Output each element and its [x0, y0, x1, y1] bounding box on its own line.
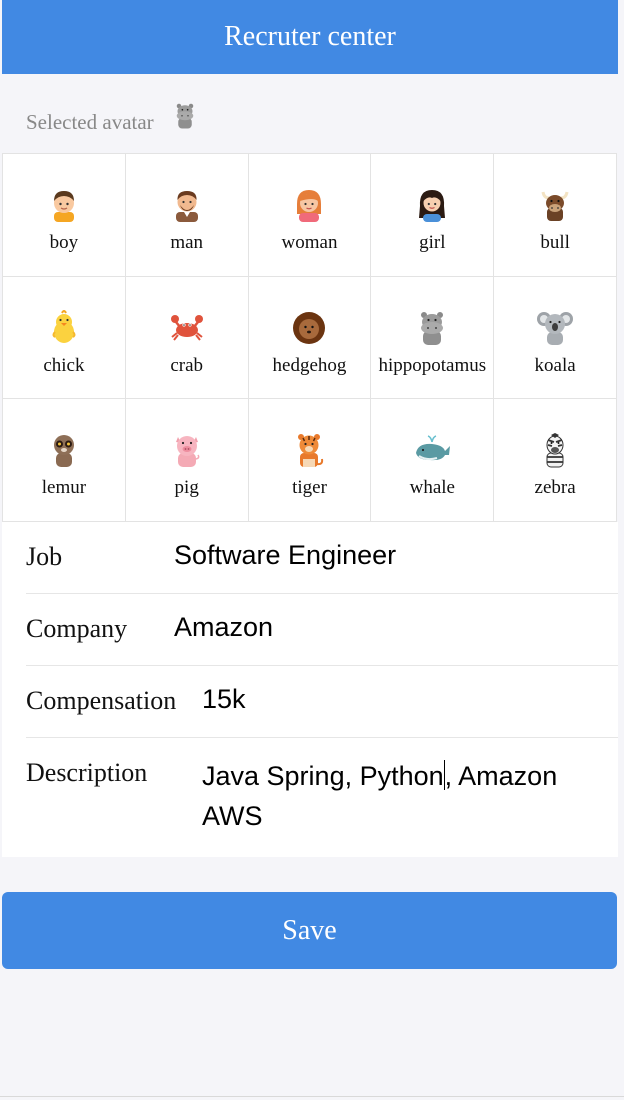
- compensation-input[interactable]: 15k: [202, 684, 246, 714]
- avatar-option-hippopotamus[interactable]: hippopotamus: [371, 276, 495, 400]
- avatar-option-whale[interactable]: whale: [371, 399, 495, 522]
- avatar-label: bull: [540, 232, 570, 253]
- woman-icon: [289, 184, 329, 224]
- avatar-option-zebra[interactable]: zebra: [494, 399, 617, 522]
- avatar-option-bull[interactable]: bull: [494, 154, 617, 277]
- koala-icon: [535, 307, 575, 347]
- compensation-row: Compensation 15k: [26, 666, 618, 738]
- job-input[interactable]: Software Engineer: [174, 540, 397, 570]
- boy-icon: [44, 184, 84, 224]
- save-button[interactable]: Save: [2, 892, 617, 969]
- selected-avatar-label: Selected avatar: [26, 110, 154, 134]
- avatar-label: whale: [409, 477, 455, 499]
- avatar-option-man[interactable]: man: [125, 154, 249, 277]
- avatar-option-lemur[interactable]: lemur: [3, 399, 126, 522]
- job-row: Job Software Engineer: [26, 522, 618, 594]
- description-text-after-caret: , Amazon AWS: [202, 761, 558, 831]
- man-icon: [167, 184, 207, 224]
- selected-avatar-row: Selected avatar: [2, 74, 618, 154]
- description-row: Description Java Spring, Python, Amazon …: [26, 738, 618, 858]
- description-textarea[interactable]: Java Spring, Python, Amazon AWS: [202, 756, 602, 836]
- avatar-option-crab[interactable]: crab: [125, 276, 249, 400]
- description-text-before-caret: Java Spring, Python: [202, 761, 444, 791]
- hippopotamus-icon: [412, 307, 452, 347]
- job-label: Job: [26, 542, 63, 571]
- avatar-label: tiger: [292, 477, 327, 499]
- company-label: Company: [26, 614, 128, 643]
- avatar-label: crab: [170, 354, 204, 376]
- hippopotamus-icon: [170, 98, 200, 137]
- nav-bar: Recruter center: [2, 0, 618, 74]
- divider: [0, 1096, 624, 1097]
- avatar-option-pig[interactable]: pig: [125, 399, 249, 522]
- description-label: Description: [26, 758, 148, 787]
- pig-icon: [167, 429, 207, 469]
- avatar-label: koala: [534, 354, 576, 376]
- avatar-label: hedgehog: [272, 354, 347, 376]
- avatar-label: pig: [174, 477, 199, 499]
- avatar-option-hedgehog[interactable]: hedgehog: [248, 276, 372, 400]
- zebra-icon: [535, 429, 575, 469]
- company-row: Company Amazon: [26, 594, 618, 666]
- hedgehog-icon: [289, 307, 329, 347]
- chick-icon: [44, 307, 84, 347]
- avatar-label: lemur: [41, 477, 87, 499]
- tiger-icon: [289, 429, 329, 469]
- avatar-option-chick[interactable]: chick: [3, 276, 126, 400]
- avatar-option-koala[interactable]: koala: [494, 276, 617, 400]
- avatar-label: woman: [281, 232, 338, 253]
- avatar-option-woman[interactable]: woman: [248, 154, 372, 277]
- girl-icon: [412, 184, 452, 224]
- avatar-option-tiger[interactable]: tiger: [248, 399, 372, 522]
- avatar-label: boy: [49, 232, 79, 253]
- whale-icon: [412, 429, 452, 469]
- compensation-label: Compensation: [26, 686, 177, 715]
- lemur-icon: [44, 429, 84, 469]
- avatar-option-girl[interactable]: girl: [371, 154, 495, 277]
- bull-icon: [535, 184, 575, 224]
- avatar-option-boy[interactable]: boy: [3, 154, 126, 277]
- company-input[interactable]: Amazon: [174, 612, 274, 642]
- avatar-grid: boy man woman girl bull chick crab hedge…: [2, 153, 617, 522]
- avatar-label: man: [170, 232, 204, 253]
- avatar-label: girl: [419, 232, 446, 253]
- avatar-label: zebra: [534, 477, 576, 499]
- job-form: Job Software Engineer Company Amazon Com…: [2, 522, 618, 857]
- avatar-label: chick: [43, 354, 85, 376]
- text-caret: [443, 760, 445, 790]
- avatar-label: hippopotamus: [378, 354, 487, 376]
- page-title: Recruter center: [224, 21, 396, 52]
- crab-icon: [167, 307, 207, 347]
